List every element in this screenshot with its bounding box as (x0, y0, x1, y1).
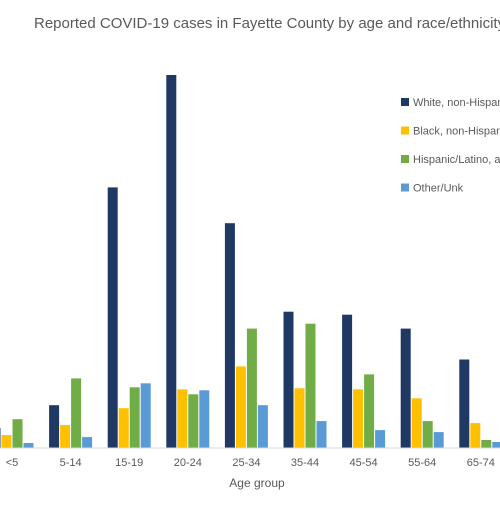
legend-swatch (401, 98, 409, 106)
bar-5-14-Hispanic/Latino, any race (71, 378, 82, 448)
x-tick-label: 15-19 (115, 457, 143, 469)
bar-55-64-Black, non-Hispanic (411, 398, 422, 448)
bar-20-24-Other/Unk (199, 390, 210, 448)
bar-45-54-Black, non-Hispanic (353, 389, 364, 448)
bar-45-54-Hispanic/Latino, any race (364, 374, 375, 448)
legend-swatch (401, 126, 409, 135)
bar-<5-Black, non-Hispanic (1, 435, 12, 448)
legend-label: White, non-Hispanic (413, 97, 500, 109)
x-tick-label: <5 (6, 457, 19, 469)
legend-label: Other/Unk (413, 183, 464, 195)
bar-65-74-Hispanic/Latino, any race (481, 440, 492, 448)
x-tick-label: 65-74 (467, 457, 495, 469)
bar-65-74-Black, non-Hispanic (470, 423, 481, 448)
bar-<5-Other/Unk (23, 443, 34, 448)
bar-25-34-Black, non-Hispanic (235, 366, 246, 448)
bar-35-44-Black, non-Hispanic (294, 388, 305, 448)
x-tick-label: 55-64 (408, 457, 436, 469)
chart-title: Reported COVID-19 cases in Fayette Count… (34, 15, 500, 32)
bar-20-24-White, non-Hispanic (166, 75, 177, 448)
plot-area (0, 75, 500, 448)
x-tick-label: 5-14 (60, 457, 82, 469)
bar-15-19-White, non-Hispanic (107, 187, 118, 448)
bar-20-24-Hispanic/Latino, any race (188, 394, 199, 448)
bar-<5-White, non-Hispanic (0, 428, 1, 448)
bar-35-44-Other/Unk (316, 421, 327, 448)
bar-55-64-Other/Unk (433, 432, 444, 448)
x-tick-labels: <5 5-14 15-19 20-24 25-34 35-44 45-54 55-64 65-7… (6, 457, 495, 469)
x-tick-label: 25-34 (232, 457, 260, 469)
bar-15-19-Hispanic/Latino, any race (129, 387, 140, 448)
legend-label: Hispanic/Latino, any race (413, 154, 500, 166)
bar-20-24-Black, non-Hispanic (177, 389, 188, 448)
x-axis-title: Age group (229, 476, 285, 490)
bar-25-34-Hispanic/Latino, any race (246, 328, 257, 448)
bar-55-64-White, non-Hispanic (400, 328, 411, 448)
bar-45-54-Other/Unk (375, 430, 386, 448)
legend-swatch (401, 155, 409, 163)
legend: White, non-Hispanic Black, non-Hispanic Hi… (401, 97, 500, 195)
bar-65-74-White, non-Hispanic (459, 359, 470, 448)
legend-swatch (401, 183, 409, 192)
bar-15-19-Black, non-Hispanic (118, 408, 129, 448)
bar-5-14-Other/Unk (82, 437, 93, 448)
x-tick-label: 35-44 (291, 457, 319, 469)
bar-35-44-White, non-Hispanic (283, 311, 294, 448)
bar-35-44-Hispanic/Latino, any race (305, 323, 316, 448)
x-tick-label: 20-24 (174, 457, 202, 469)
bar-65-74-Other/Unk (492, 442, 500, 448)
bar-5-14-White, non-Hispanic (49, 405, 60, 448)
bar-55-64-Hispanic/Latino, any race (422, 421, 433, 448)
bar-25-34-Other/Unk (257, 405, 268, 448)
bar-<5-Hispanic/Latino, any race (12, 419, 23, 448)
bar-15-19-Other/Unk (140, 383, 151, 448)
bar-45-54-White, non-Hispanic (342, 314, 353, 448)
bar-25-34-White, non-Hispanic (224, 223, 235, 448)
x-tick-label: 45-54 (350, 457, 378, 469)
bar-5-14-Black, non-Hispanic (60, 425, 71, 448)
legend-label: Black, non-Hispanic (413, 126, 500, 138)
